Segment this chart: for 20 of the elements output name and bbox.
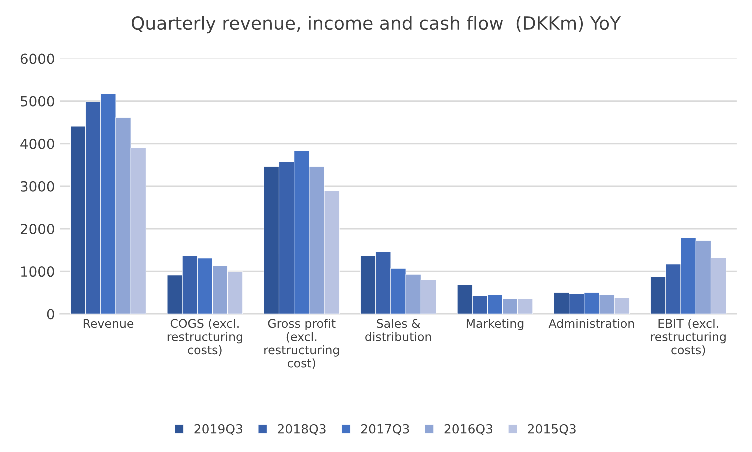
y-tick-label: 6000 bbox=[20, 54, 54, 64]
y-tick-label: 4000 bbox=[20, 138, 54, 150]
y-tick-label: 1000 bbox=[21, 266, 54, 278]
x-tick-label: Revenue bbox=[84, 319, 134, 328]
y-tick-label: 5000 bbox=[21, 96, 54, 107]
x-tick-label: COGS (excl. restructuring costs) bbox=[168, 319, 242, 356]
x-tick-label: Sales & distribution bbox=[366, 319, 432, 342]
y-tick-label: 2000 bbox=[20, 224, 54, 234]
legend-label: 2018Q3 bbox=[278, 424, 326, 436]
x-tick-label: EBIT (excl. restructuring costs) bbox=[651, 319, 726, 356]
x-tick-label: Administration bbox=[548, 319, 634, 328]
chart-title: Quarterly revenue, income and cash flow (DKKm) YoY bbox=[132, 16, 622, 34]
legend-label: 2019Q3 bbox=[194, 424, 242, 436]
x-tick-label: Gross profit (excl. restructuring cost) bbox=[264, 319, 340, 370]
legend-label: 2016Q3 bbox=[444, 424, 493, 436]
legend-label: 2017Q3 bbox=[361, 424, 410, 436]
x-tick-label: Marketing bbox=[466, 319, 524, 330]
y-tick-label: 0 bbox=[47, 309, 54, 320]
legend-label: 2015Q3 bbox=[528, 424, 576, 436]
y-tick-label: 3000 bbox=[21, 181, 54, 192]
